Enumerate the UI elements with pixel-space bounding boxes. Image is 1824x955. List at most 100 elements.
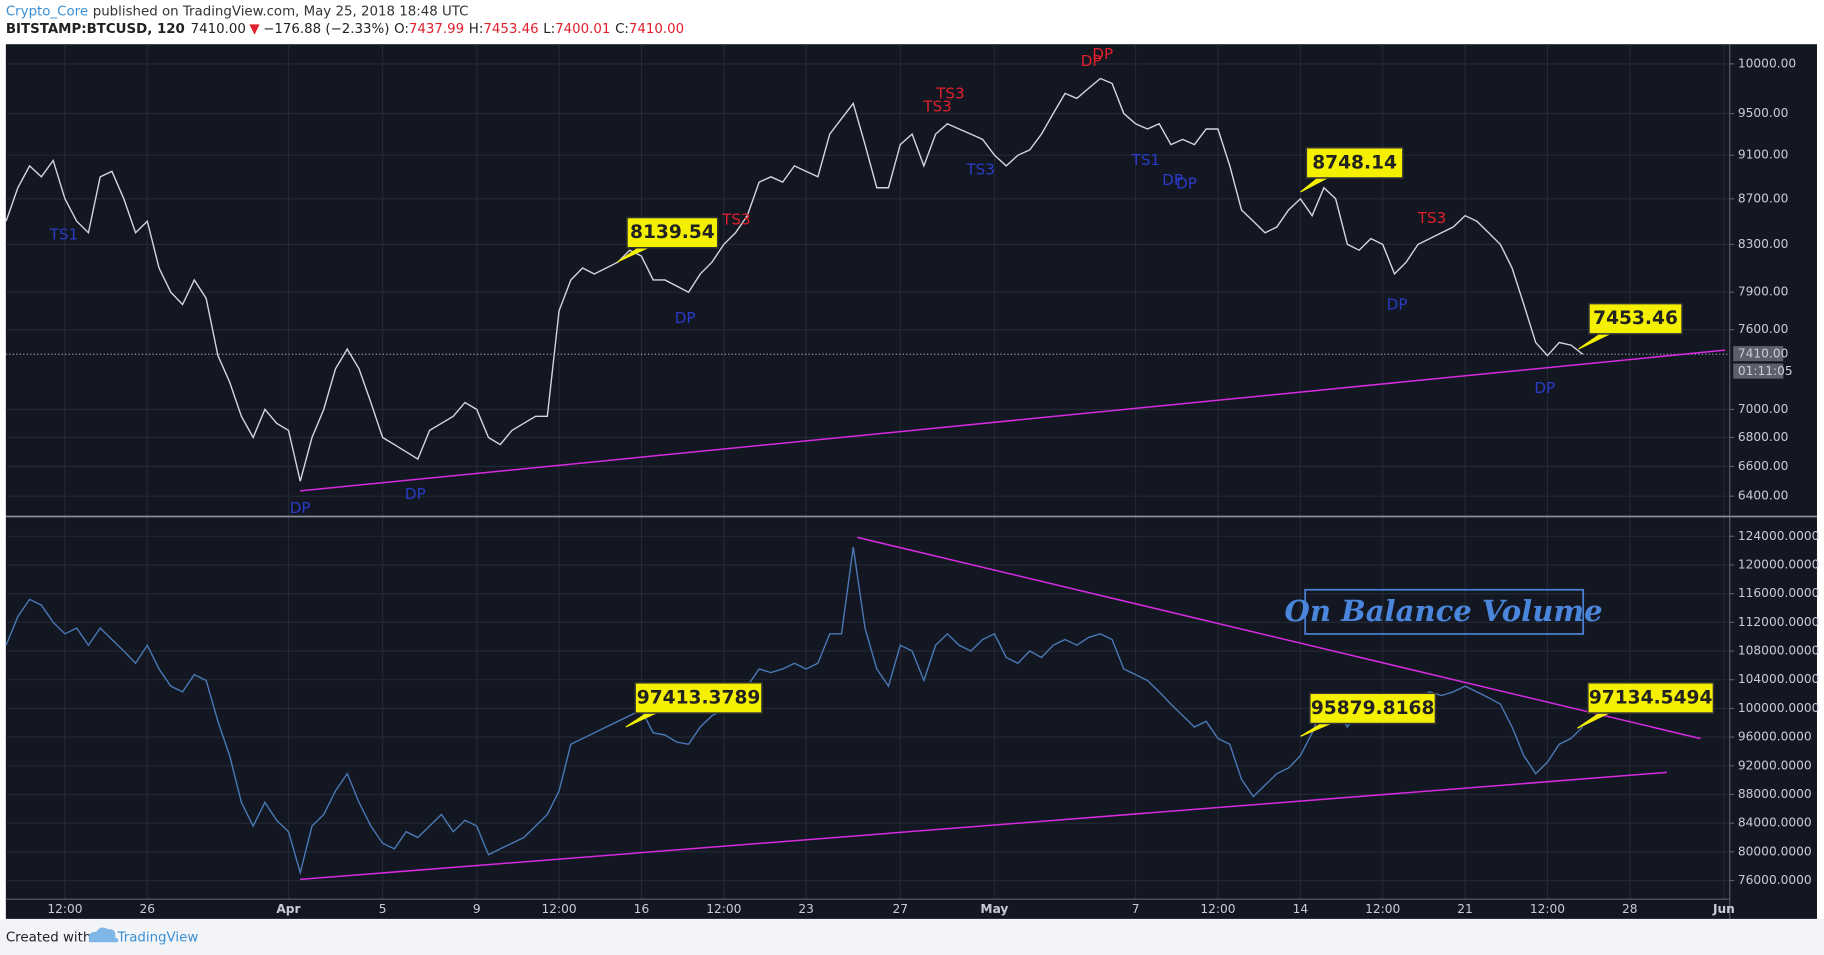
y-tick-label: 9100.00: [1738, 148, 1788, 162]
x-tick-label: 28: [1622, 902, 1638, 916]
legend-entry: On Balance Volume: [1285, 594, 1603, 628]
y-tick-label: 108000.0000: [1738, 644, 1820, 658]
y-tick-label: 7600.00: [1738, 322, 1788, 336]
quote-label: C:: [615, 22, 629, 37]
signal-marker: TS3: [965, 160, 994, 178]
x-tick-label: 12:00: [706, 902, 741, 916]
trend-line: [300, 771, 1667, 881]
x-tick-label: 23: [798, 902, 814, 916]
callout-box: [1309, 692, 1437, 725]
series-line: [5, 77, 1584, 482]
quote-value: 7410.00: [629, 22, 684, 37]
x-tick-label: 27: [893, 902, 909, 916]
y-tick-label: 9500.00: [1738, 106, 1788, 120]
signal-marker: DP: [1176, 174, 1197, 192]
footer-background: [0, 918, 1824, 955]
callout-box: [626, 216, 719, 249]
signal-marker: DP: [1162, 171, 1183, 189]
y-tick-label: 80000.0000: [1738, 844, 1812, 858]
signal-marker: TS1: [49, 225, 78, 243]
y-tick-label: 96000.0000: [1738, 730, 1812, 744]
brand[interactable]: TradingView: [117, 931, 199, 946]
signal-marker: TS1: [1131, 151, 1160, 169]
x-tick-label: 12:00: [47, 902, 82, 916]
trend-line: [300, 349, 1726, 492]
quote-label: O:: [394, 22, 409, 37]
callout-box: [1588, 302, 1683, 335]
legend-box: [1304, 588, 1585, 635]
y-tick-label: 7900.00: [1738, 285, 1788, 299]
y-tick-label: 76000.0000: [1738, 873, 1812, 887]
y-tick-label: 6800.00: [1738, 430, 1788, 444]
signal-marker: DP: [1534, 379, 1555, 397]
quote-label: L:: [543, 22, 555, 37]
y-tick-label: 124000.0000: [1738, 529, 1820, 543]
plot-background: [5, 44, 1817, 919]
y-tick-label: 92000.0000: [1738, 758, 1812, 772]
x-tick-label: Apr: [276, 902, 300, 916]
y-tick-label: 112000.0000: [1738, 615, 1820, 629]
last-price-label: 7410.00: [1738, 347, 1788, 361]
x-tick-label: 14: [1293, 902, 1309, 916]
x-tick-label: 12:00: [1530, 902, 1565, 916]
y-tick-label: 120000.0000: [1738, 557, 1820, 571]
footer-text: Created with: [6, 931, 91, 946]
callout-label: 95879.8168: [1311, 698, 1435, 719]
signal-marker: DP: [1387, 295, 1408, 313]
callout-label: 8139.54: [630, 222, 715, 243]
countdown-label: 01:11:05: [1738, 364, 1793, 378]
y-tick-label: 84000.0000: [1738, 816, 1812, 830]
callout-label: 7453.46: [1593, 308, 1678, 329]
callout-box: [1305, 146, 1404, 179]
signal-marker: DP: [675, 309, 696, 327]
quote-label: H:: [469, 22, 484, 37]
signal-marker: TS3: [1417, 209, 1446, 227]
change: −176.88 (−2.33%): [263, 22, 389, 37]
quote: O:7437.99 H:7453.46 L:7400.01 C:7410.00: [394, 22, 684, 37]
signal-marker: TS3: [721, 210, 750, 228]
x-tick-label: 26: [140, 902, 156, 916]
trend-line: [857, 536, 1701, 740]
signal-marker: DP: [290, 499, 311, 517]
countdown-badge: [1733, 363, 1784, 379]
y-tick-label: 100000.0000: [1738, 701, 1820, 715]
author[interactable]: Crypto_Core: [6, 5, 88, 20]
callout-box: [634, 682, 763, 714]
callout-label: 97134.5494: [1589, 687, 1713, 708]
y-tick-label: 116000.0000: [1738, 586, 1820, 600]
y-tick-label: 104000.0000: [1738, 672, 1820, 686]
header-line: Crypto_Core published on TradingView.com,…: [6, 5, 469, 20]
brand-logo: [88, 927, 119, 943]
y-tick-label: 6600.00: [1738, 459, 1788, 473]
x-tick-label: 12:00: [1365, 902, 1400, 916]
last: 7410.00: [191, 22, 246, 37]
callout-label: 8748.14: [1312, 152, 1397, 173]
signal-marker: TS3: [935, 85, 964, 103]
x-tick-label: 7: [1132, 902, 1140, 916]
arrow: ▼: [249, 22, 260, 37]
signal-marker: DP: [405, 485, 426, 503]
callout-box: [1587, 682, 1715, 714]
y-tick-label: 7000.00: [1738, 402, 1788, 416]
x-tick-label: 12:00: [542, 902, 577, 916]
quote-value: 7400.01: [555, 22, 610, 37]
quote-line: BITSTAMP:BTCUSD, 120 7410.00 ▼ −176.88 (−2.…: [6, 22, 684, 37]
grid: [5, 44, 1730, 900]
x-tick-label: May: [980, 902, 1008, 916]
last-price-badge: [1733, 346, 1784, 362]
signal-marker: TS3: [922, 98, 951, 116]
x-tick-label: Jun: [1712, 902, 1735, 916]
signal-marker: DP: [1092, 45, 1113, 63]
y-tick-label: 8300.00: [1738, 237, 1788, 251]
symbol: BITSTAMP:BTCUSD, 120: [6, 22, 185, 37]
published: published on TradingView.com, May 25, 20…: [93, 5, 469, 20]
quote-value: 7437.99: [409, 22, 464, 37]
x-tick-label: 16: [634, 902, 650, 916]
x-tick-label: 21: [1457, 902, 1473, 916]
x-tick-label: 9: [473, 902, 481, 916]
quote-value: 7453.46: [483, 22, 538, 37]
annotations: DPDPDPTS1TS3TS1DPDPDPDPDPDPTS3TS3TS3TS3T…: [49, 45, 1715, 737]
signal-marker: DP: [1081, 52, 1102, 70]
